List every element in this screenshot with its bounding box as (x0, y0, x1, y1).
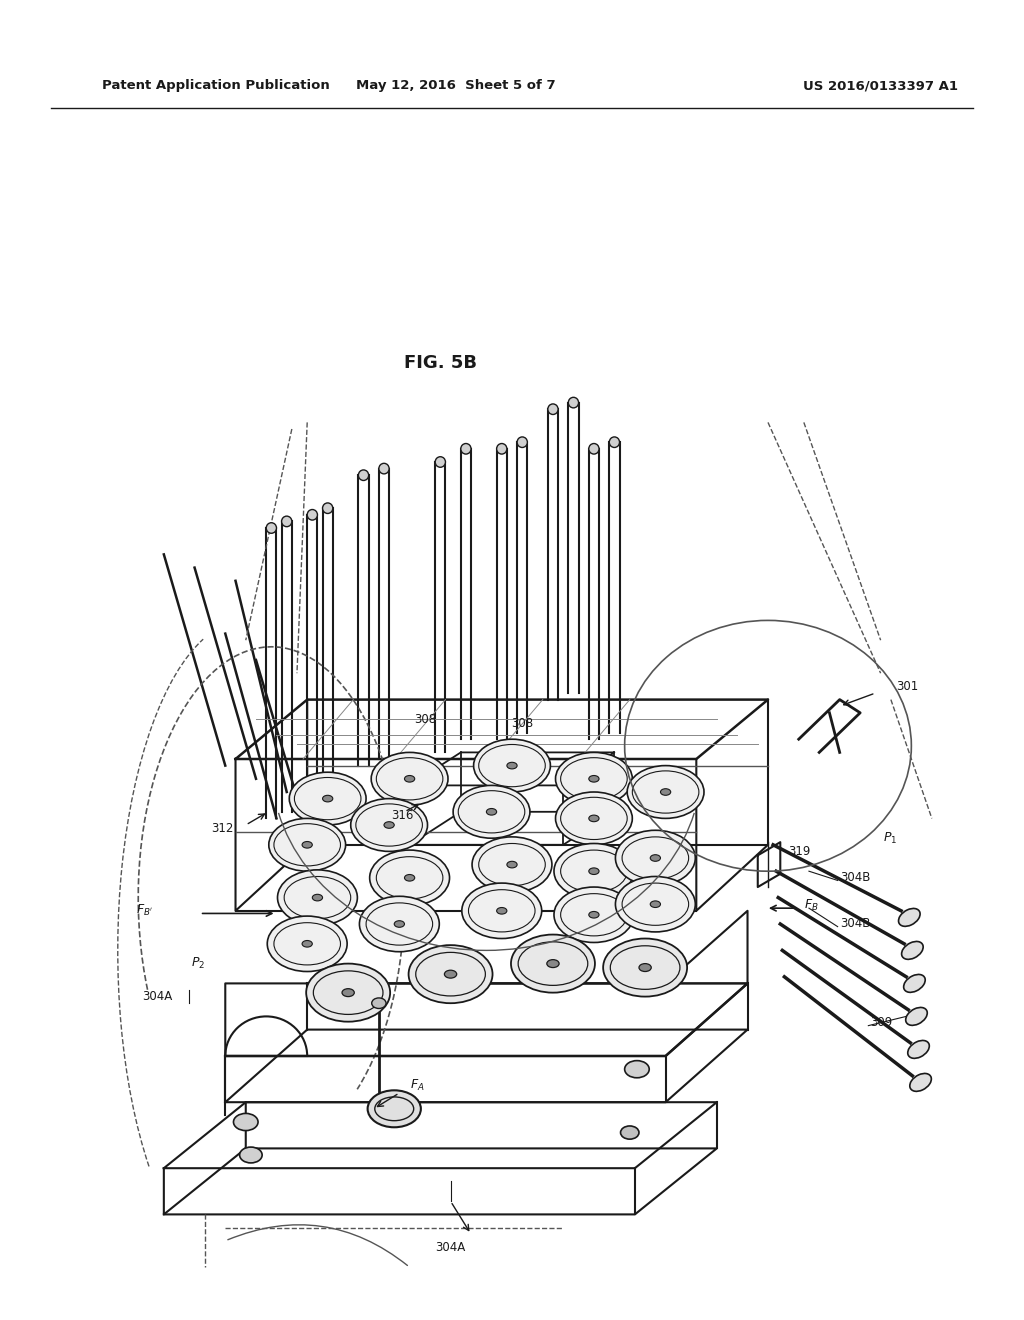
Ellipse shape (384, 821, 394, 829)
Ellipse shape (909, 1073, 932, 1092)
Ellipse shape (547, 960, 559, 968)
Ellipse shape (372, 752, 449, 805)
Ellipse shape (312, 895, 323, 902)
Text: 319: 319 (788, 845, 811, 858)
Ellipse shape (461, 444, 471, 454)
Ellipse shape (350, 799, 428, 851)
Text: 312: 312 (211, 822, 233, 836)
Ellipse shape (379, 463, 389, 474)
Ellipse shape (282, 516, 292, 527)
Text: 308: 308 (414, 713, 436, 726)
Text: 301: 301 (896, 680, 919, 693)
Ellipse shape (409, 945, 493, 1003)
Ellipse shape (589, 814, 599, 821)
Ellipse shape (650, 902, 660, 908)
Ellipse shape (548, 404, 558, 414)
Ellipse shape (650, 855, 660, 862)
Text: 304B: 304B (840, 917, 870, 931)
Ellipse shape (267, 916, 347, 972)
Text: 304B: 304B (840, 871, 870, 884)
Ellipse shape (302, 842, 312, 849)
Ellipse shape (589, 911, 599, 917)
Ellipse shape (555, 752, 632, 805)
Ellipse shape (473, 739, 551, 792)
Text: 316: 316 (391, 809, 414, 822)
Text: 308: 308 (511, 717, 534, 730)
Ellipse shape (462, 883, 542, 939)
Ellipse shape (507, 762, 517, 768)
Ellipse shape (240, 1147, 262, 1163)
Ellipse shape (621, 1126, 639, 1139)
Text: US 2016/0133397 A1: US 2016/0133397 A1 (803, 79, 958, 92)
Ellipse shape (290, 772, 367, 825)
Ellipse shape (472, 837, 552, 892)
Ellipse shape (323, 503, 333, 513)
Ellipse shape (268, 818, 345, 871)
Ellipse shape (589, 776, 599, 781)
Ellipse shape (511, 935, 595, 993)
Ellipse shape (554, 887, 634, 942)
Ellipse shape (233, 1114, 258, 1130)
Text: 304A: 304A (435, 1241, 466, 1254)
Ellipse shape (372, 998, 386, 1008)
Ellipse shape (278, 870, 357, 925)
Ellipse shape (486, 808, 497, 814)
Ellipse shape (554, 843, 634, 899)
Text: Patent Application Publication: Patent Application Publication (102, 79, 330, 92)
Ellipse shape (370, 850, 450, 906)
Ellipse shape (639, 964, 651, 972)
Ellipse shape (497, 908, 507, 913)
Ellipse shape (404, 776, 415, 781)
Ellipse shape (903, 974, 926, 993)
Ellipse shape (627, 766, 705, 818)
Ellipse shape (901, 941, 924, 960)
Ellipse shape (660, 789, 671, 795)
Ellipse shape (404, 874, 415, 882)
Ellipse shape (323, 795, 333, 801)
Ellipse shape (306, 964, 390, 1022)
Ellipse shape (905, 1007, 928, 1026)
Text: FIG. 5B: FIG. 5B (403, 354, 477, 372)
Text: $F_{B'}$: $F_{B'}$ (136, 903, 154, 919)
Ellipse shape (603, 939, 687, 997)
Ellipse shape (615, 876, 695, 932)
Ellipse shape (907, 1040, 930, 1059)
Ellipse shape (589, 444, 599, 454)
Text: 304A: 304A (141, 990, 172, 1003)
Ellipse shape (555, 792, 632, 845)
Ellipse shape (302, 940, 312, 948)
Ellipse shape (342, 989, 354, 997)
Ellipse shape (444, 970, 457, 978)
Ellipse shape (497, 444, 507, 454)
Ellipse shape (266, 523, 276, 533)
Ellipse shape (307, 510, 317, 520)
Ellipse shape (615, 830, 695, 886)
Text: May 12, 2016  Sheet 5 of 7: May 12, 2016 Sheet 5 of 7 (356, 79, 555, 92)
Text: $F_B$: $F_B$ (804, 898, 818, 913)
Ellipse shape (568, 397, 579, 408)
Text: $F_A$: $F_A$ (410, 1077, 424, 1093)
Ellipse shape (609, 437, 620, 447)
Text: $P_1$: $P_1$ (883, 830, 897, 846)
Ellipse shape (517, 437, 527, 447)
Ellipse shape (625, 1061, 649, 1077)
Ellipse shape (359, 896, 439, 952)
Ellipse shape (453, 785, 530, 838)
Ellipse shape (507, 861, 517, 869)
Text: 309: 309 (870, 1016, 893, 1030)
Text: $P_2$: $P_2$ (190, 956, 205, 972)
Ellipse shape (368, 1090, 421, 1127)
Ellipse shape (435, 457, 445, 467)
Ellipse shape (589, 869, 599, 875)
Ellipse shape (898, 908, 921, 927)
Ellipse shape (358, 470, 369, 480)
Ellipse shape (394, 920, 404, 927)
